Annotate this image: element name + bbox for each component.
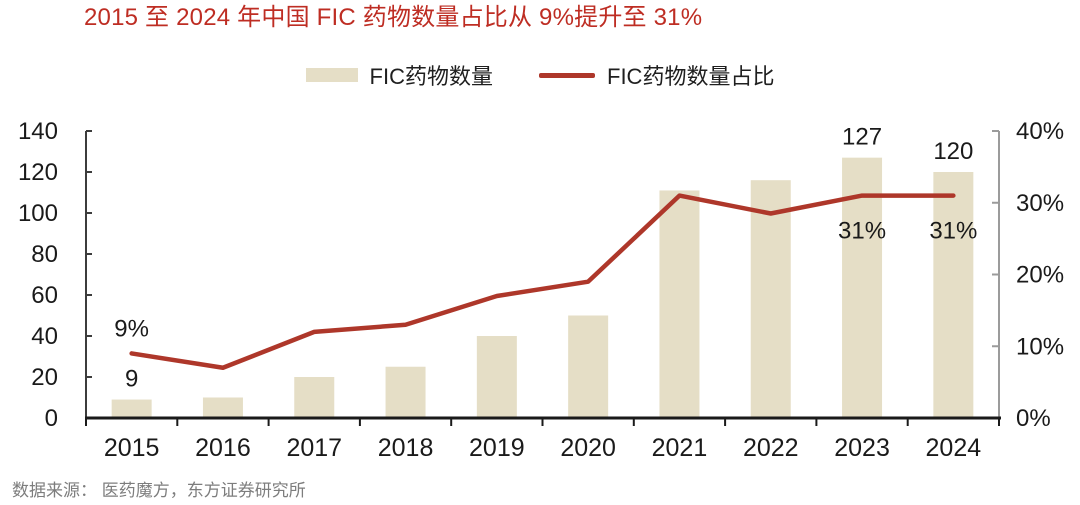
x-tick-label-2024: 2024	[926, 434, 982, 462]
y-left-tick-label-20: 20	[31, 364, 58, 391]
legend-label-line-series: FIC药物数量占比	[607, 64, 775, 89]
x-tick-label-2022: 2022	[743, 434, 799, 462]
bar-2019	[476, 336, 517, 418]
chart-title: 2015 至 2024 年中国 FIC 药物数量占比从 9%提升至 31%	[84, 4, 703, 31]
y-right-tick-label-20%: 20%	[1016, 262, 1064, 289]
bar-2018	[385, 366, 426, 418]
bar-2021	[659, 190, 700, 418]
x-tick-label-2023: 2023	[834, 434, 890, 462]
x-tick-label-2016: 2016	[195, 434, 251, 462]
annotation-2024-line: 31%	[929, 218, 977, 245]
y-left-tick-label-140: 140	[18, 118, 58, 145]
y-left-tick-label-0: 0	[45, 405, 58, 432]
bar-swatch-icon	[305, 68, 358, 82]
chart-legend: FIC药物数量 FIC药物数量占比	[0, 58, 1080, 92]
y-right-tick-label-30%: 30%	[1016, 190, 1064, 217]
x-tick-label-2019: 2019	[469, 434, 525, 462]
x-tick-label-2017: 2017	[286, 434, 342, 462]
data-source-note: 数据来源： 医药魔方，东方证券研究所	[12, 481, 306, 500]
annotation-2015-line: 9%	[114, 315, 149, 342]
bar-2024	[933, 172, 974, 418]
y-left-tick-label-120: 120	[18, 159, 58, 186]
bar-2022	[750, 180, 791, 418]
y-left-tick-label-100: 100	[18, 200, 58, 227]
y-right-tick-label-40%: 40%	[1016, 118, 1064, 145]
y-left-tick-label-60: 60	[31, 282, 58, 309]
annotation-2015-bar: 9	[125, 366, 138, 393]
y-left-tick-label-40: 40	[31, 323, 58, 350]
bar-2020	[568, 315, 609, 418]
bar-2023	[842, 157, 883, 418]
line-swatch-icon	[539, 72, 595, 78]
legend-item-bar-series: FIC药物数量	[305, 59, 493, 91]
bar-2016	[202, 397, 243, 418]
annotation-2023-bar: 127	[842, 124, 882, 151]
y-right-tick-label-10%: 10%	[1016, 333, 1064, 360]
legend-label-bar-series: FIC药物数量	[369, 64, 493, 89]
x-tick-label-2015: 2015	[104, 434, 160, 462]
annotation-2024-bar: 120	[933, 138, 973, 165]
y-right-tick-label-0%: 0%	[1016, 405, 1051, 432]
x-tick-label-2020: 2020	[560, 434, 616, 462]
x-tick-label-2018: 2018	[378, 434, 434, 462]
bar-2017	[294, 377, 335, 418]
annotation-2023-line: 31%	[838, 218, 886, 245]
y-left-tick-label-80: 80	[31, 241, 58, 268]
bar-2015	[111, 399, 152, 418]
legend-item-line-series: FIC药物数量占比	[539, 59, 774, 91]
line-fic-share	[129, 193, 956, 371]
x-tick-label-2021: 2021	[652, 434, 708, 462]
